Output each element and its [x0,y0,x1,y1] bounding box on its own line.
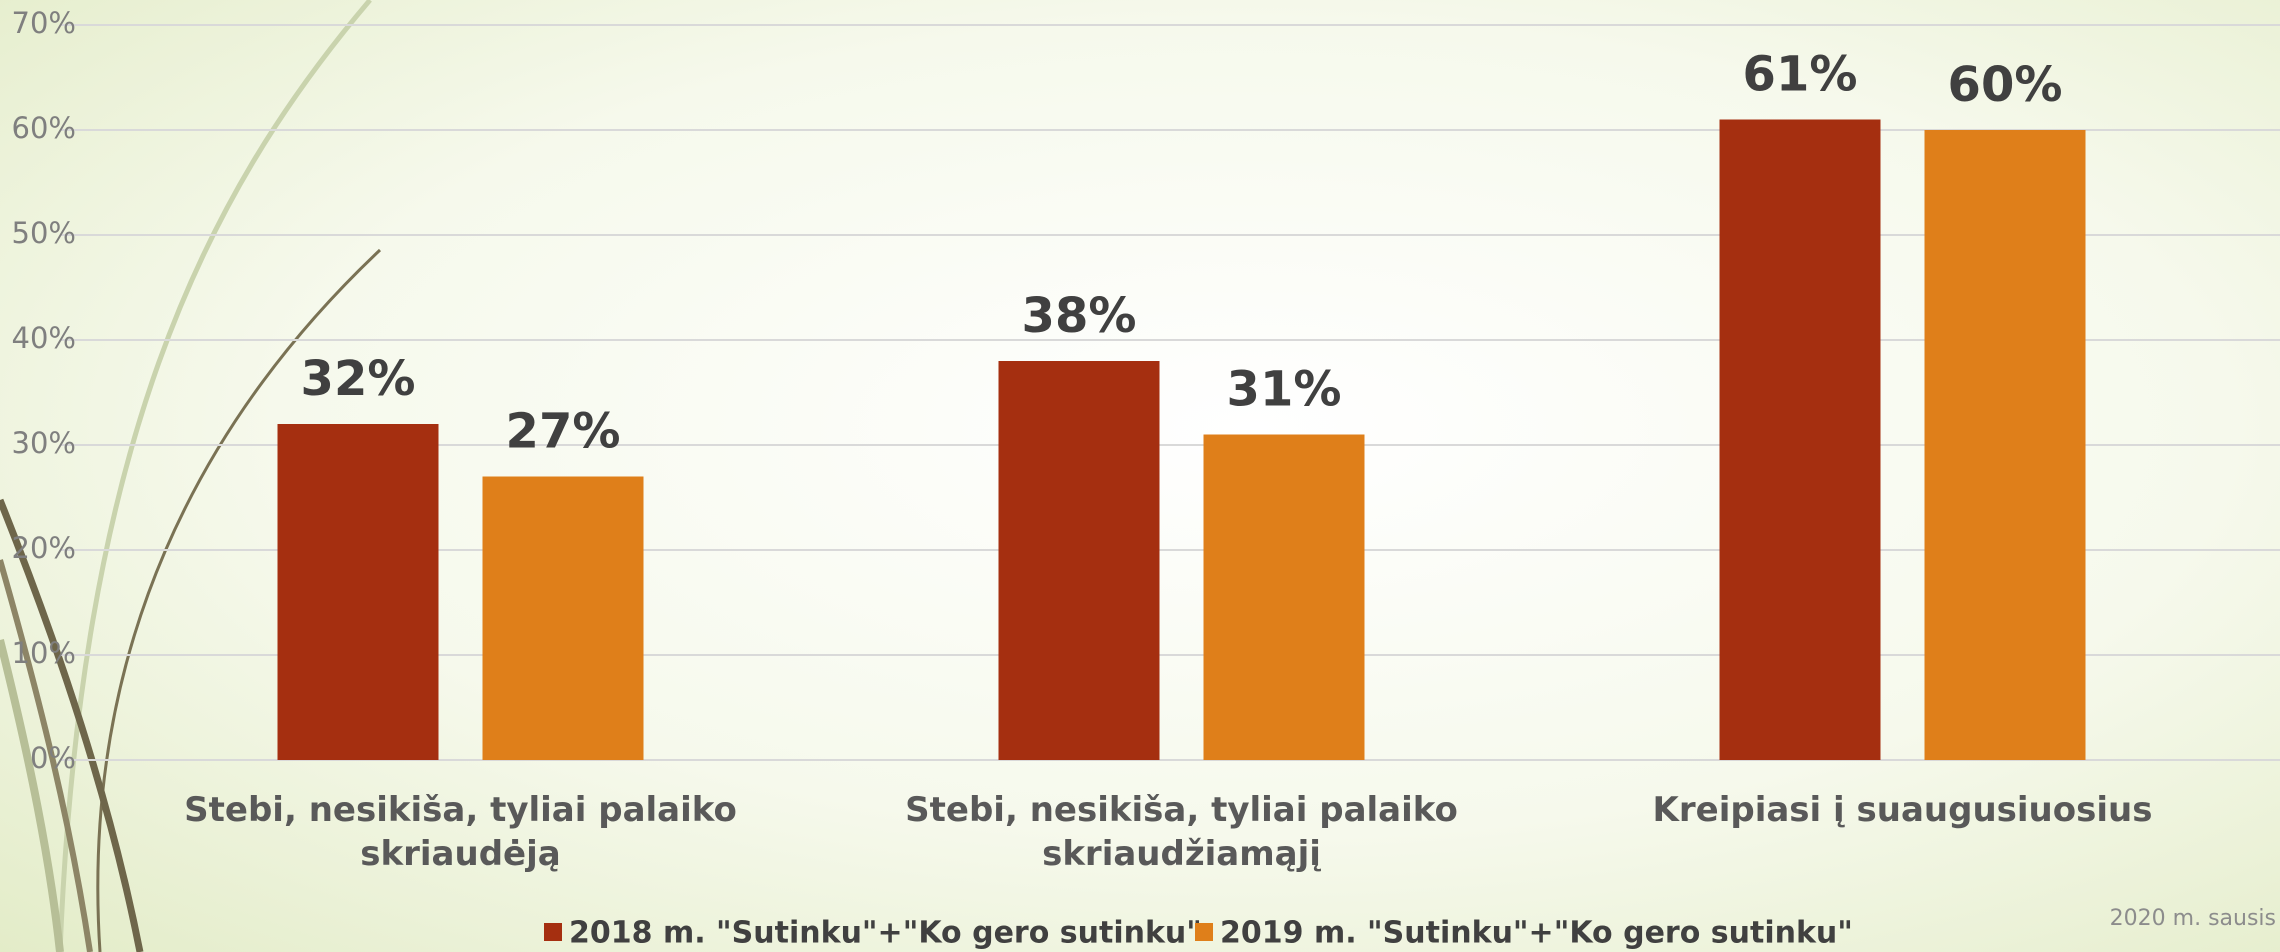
bar [998,361,1160,760]
legend-swatch [1195,923,1213,941]
legend-swatch [544,923,562,941]
y-tick-label: 0% [30,741,76,775]
y-tick-label: 70% [12,6,76,40]
data-label: 31% [1227,362,1342,418]
x-tick-label: Kreipiasi į suaugusiuosius [1652,790,2153,830]
data-label: 27% [506,404,621,460]
bar [1719,119,1881,760]
bar [482,476,644,760]
legend-label: 2018 m. "Sutinku"+"Ko gero sutinku" [569,916,1202,951]
note: 2020 m. sausis [2110,906,2276,931]
y-tick-label: 60% [12,111,76,145]
x-tick-label: Stebi, nesikiša, tyliai palaiko skriaudž… [905,790,1458,874]
data-label: 38% [1022,288,1137,344]
bar [1203,434,1365,760]
y-tick-label: 20% [12,531,76,565]
y-tick-label: 40% [12,321,76,355]
y-tick-label: 50% [12,216,76,250]
legend-label: 2019 m. "Sutinku"+"Ko gero sutinku" [1220,916,1853,951]
bar [277,424,439,760]
data-label: 61% [1743,47,1858,103]
y-tick-label: 30% [12,426,76,460]
decoration [0,0,382,952]
x-tick-label: Stebi, nesikiša, tyliai palaiko skriaudė… [184,790,737,874]
data-label: 60% [1948,57,2063,113]
y-tick-label: 10% [12,636,76,670]
data-label: 32% [301,351,416,407]
bar [1924,130,2086,760]
